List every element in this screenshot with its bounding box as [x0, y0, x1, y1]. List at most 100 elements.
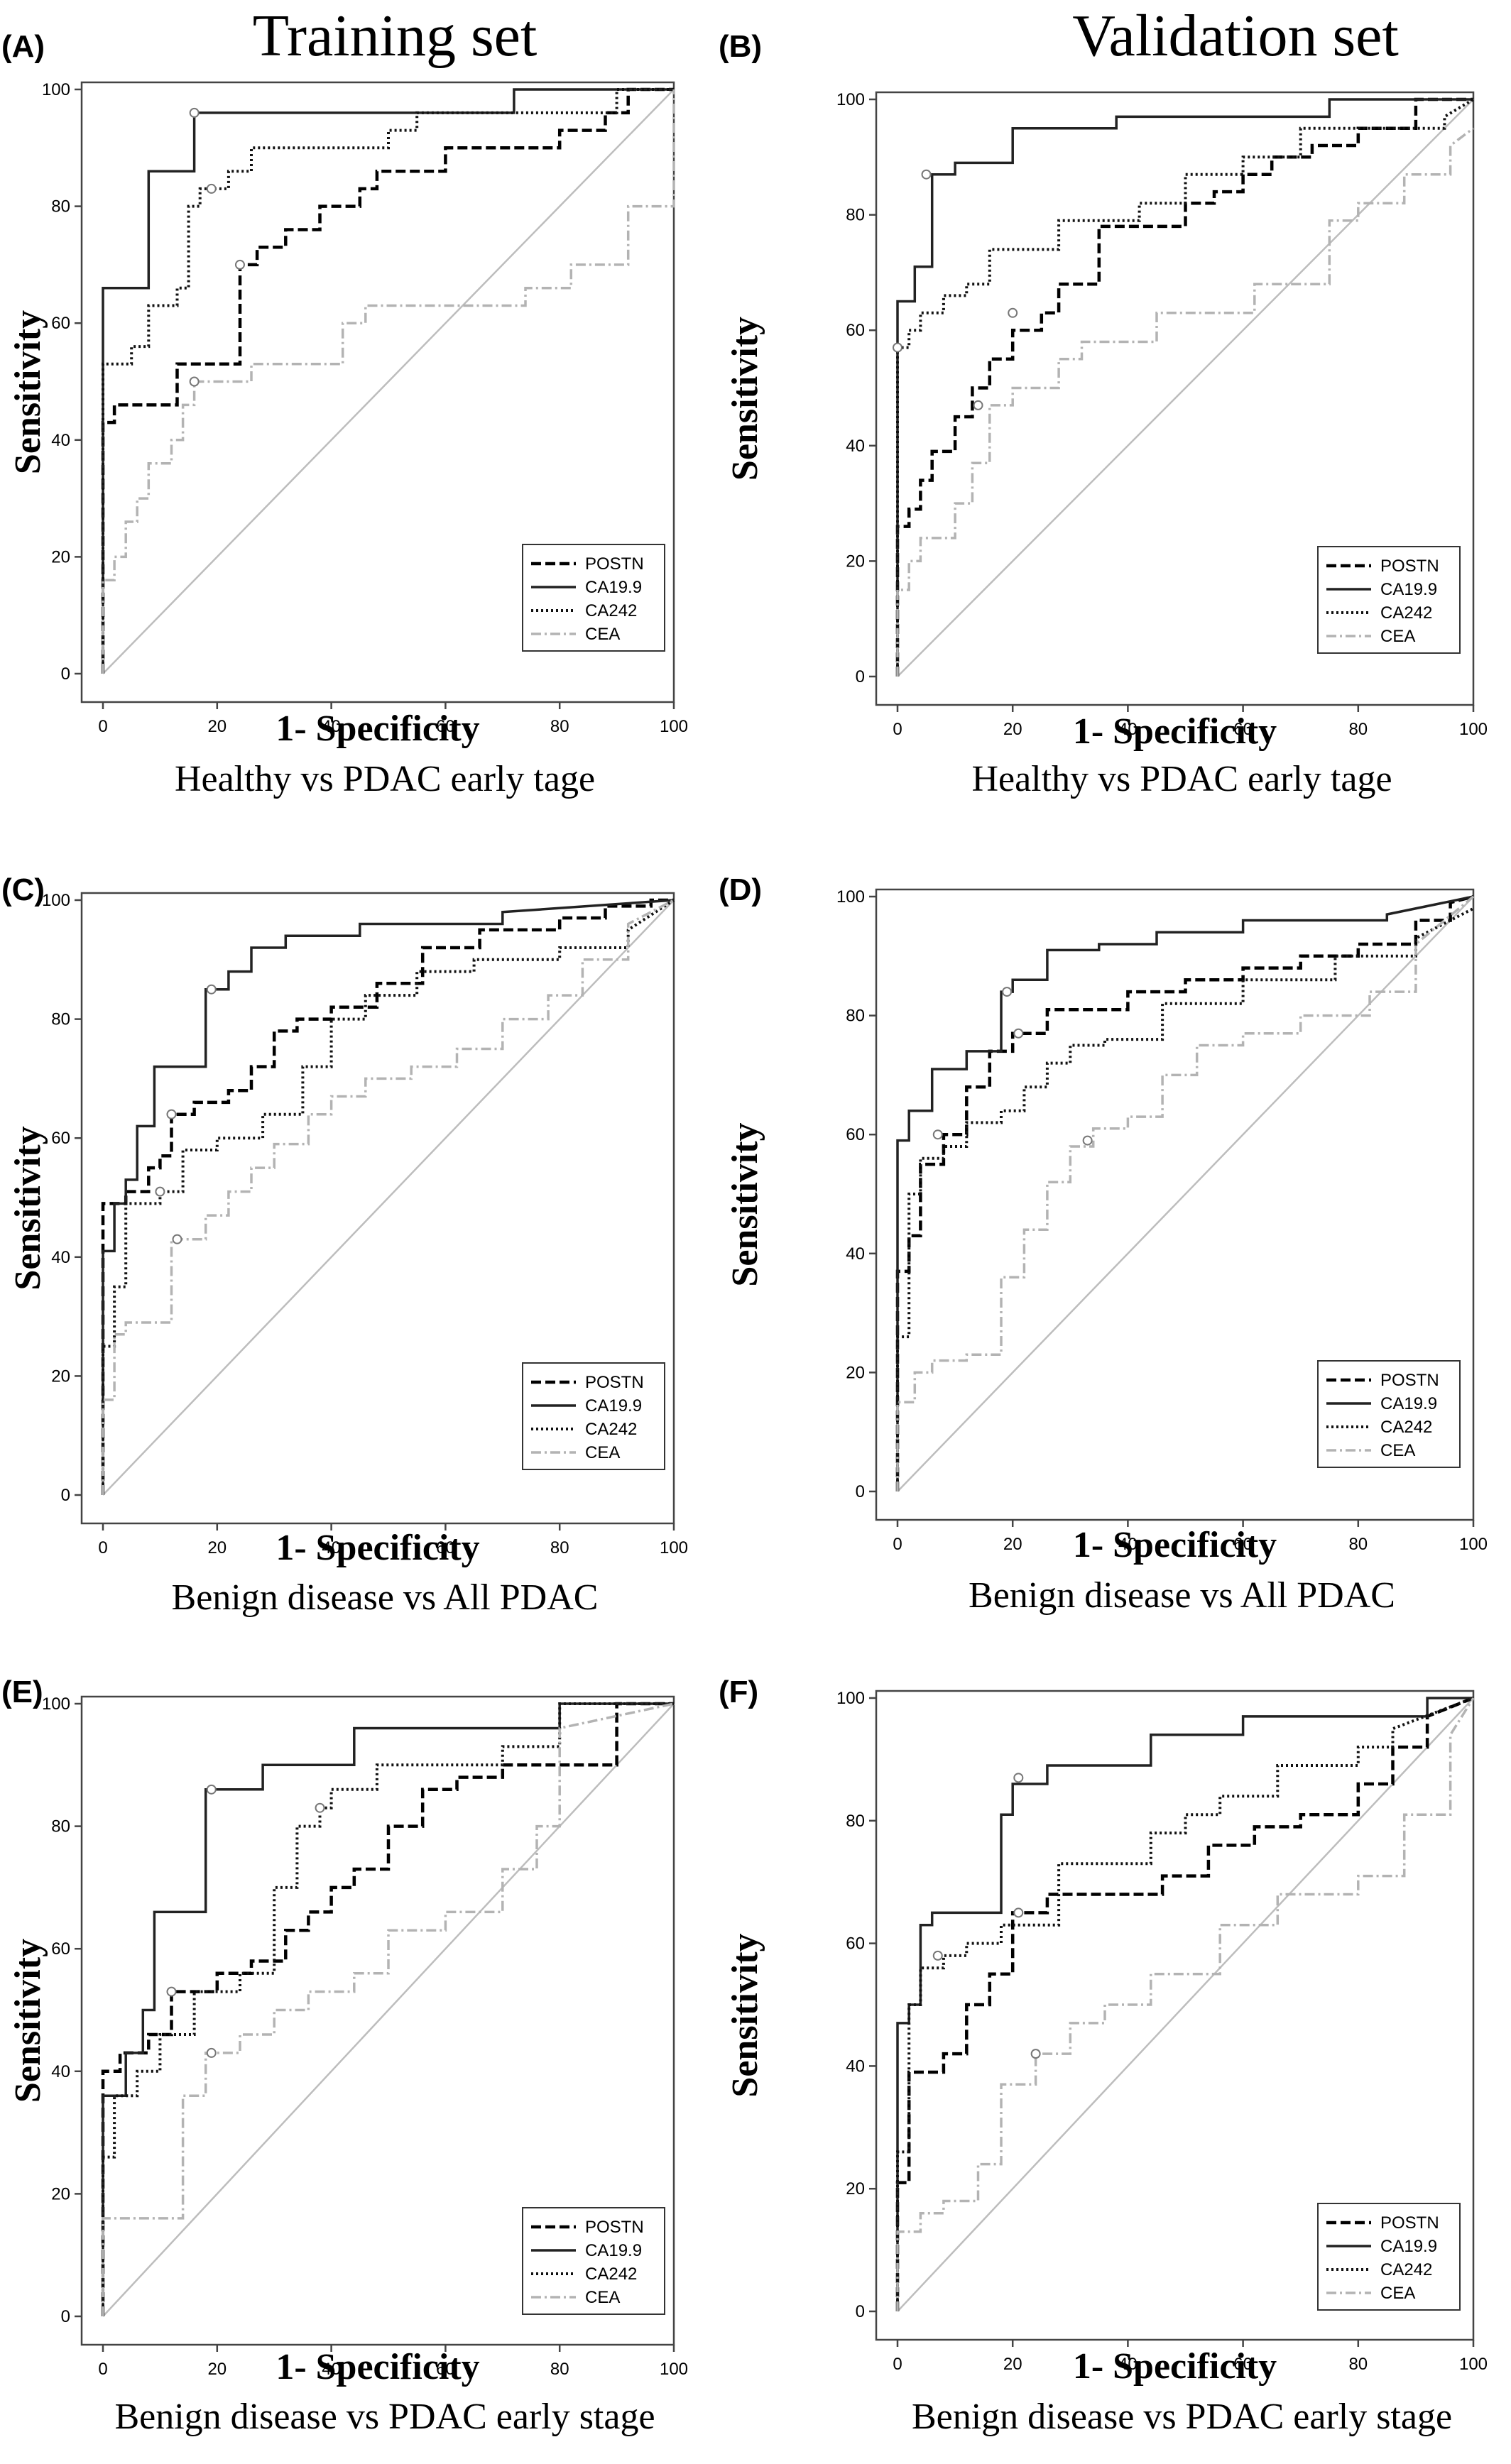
reference-diagonal	[897, 896, 1474, 1492]
plot-frame	[875, 888, 1475, 1521]
series-ca199-line	[102, 1702, 674, 2316]
series-cea-cutoff-point	[189, 376, 200, 387]
series-postn-line	[895, 894, 1474, 1491]
legend-label-cea: CEA	[1380, 1441, 1415, 1460]
x-tick-label: 0	[98, 2360, 107, 2379]
series-ca242-cutoff-point	[893, 342, 902, 353]
column-title-training: Training set	[253, 3, 538, 69]
legend-label-postn: POSTN	[585, 2218, 644, 2237]
series-ca242-line	[102, 899, 675, 1495]
y-tick-label: 40	[51, 1248, 70, 1267]
y-axis-label: Sensitivity	[725, 1122, 765, 1286]
y-tick-label: 40	[846, 437, 865, 456]
legend-label-postn: POSTN	[1380, 2213, 1439, 2233]
x-tick-label: 40	[322, 717, 341, 736]
x-tick-label: 0	[98, 717, 107, 736]
x-tick-label: 100	[1459, 2355, 1488, 2374]
series-cea-cutoff-point	[172, 1234, 182, 1244]
x-tick-label: 60	[436, 717, 455, 736]
x-tick-label: 0	[893, 2355, 902, 2374]
series-postn-cutoff-point	[234, 259, 245, 270]
roc-panel-2: (C) 0 0 20 20 40 40 60 60 80 80 100 100 1- Specificit…	[1, 872, 688, 1618]
series-ca199-line	[896, 1697, 1473, 2311]
y-tick-label: 20	[51, 1367, 70, 1386]
x-tick-label: 100	[660, 1538, 688, 1557]
reference-diagonal	[897, 1697, 1474, 2312]
x-tick-label: 0	[893, 720, 902, 739]
x-tick-label: 100	[660, 717, 688, 736]
series-ca242-cutoff-point	[206, 183, 217, 194]
panel-label: (A)	[1, 29, 45, 64]
y-tick-label: 0	[61, 2307, 70, 2326]
y-tick-label: 100	[42, 80, 70, 99]
y-axis-label: Sensitivity	[8, 1939, 48, 2103]
x-tick-label: 100	[660, 2360, 688, 2379]
series-ca199-cutoff-point	[1002, 987, 1013, 997]
series-cea-line	[896, 127, 1475, 677]
legend-label-ca199: CA19.9	[585, 1396, 642, 1416]
panel-label: (D)	[719, 872, 762, 907]
y-tick-label: 80	[846, 1007, 865, 1026]
series-ca199-line	[896, 895, 1474, 1491]
x-tick-label: 40	[1118, 1535, 1138, 1554]
x-tick-label: 20	[207, 2360, 227, 2379]
series-ca199-cutoff-point	[206, 1784, 217, 1795]
x-tick-label: 20	[1003, 2355, 1022, 2374]
plot-frame	[80, 81, 675, 703]
legend-label-ca242: CA242	[1380, 1418, 1432, 1437]
y-tick-label: 40	[51, 431, 70, 450]
series-postn-cutoff-point	[166, 1986, 177, 1997]
legend-label-cea: CEA	[585, 2288, 620, 2307]
x-tick-label: 20	[207, 1538, 227, 1557]
x-axis-label: 1- Specificity	[1073, 2346, 1277, 2387]
y-tick-label: 60	[51, 1939, 70, 1959]
y-tick-label: 20	[846, 2179, 865, 2199]
series-cea-cutoff-point	[973, 400, 983, 410]
legend: POSTN CA19.9 CA242 CEA	[522, 2207, 665, 2315]
panel-subtitle: Benign disease vs PDAC early stage	[912, 2397, 1452, 2437]
x-tick-label: 60	[436, 1538, 455, 1557]
roc-panel-0: (A) 0 0 20 20 40 40 60 60 80 80 100 100 1- Specificit…	[1, 29, 688, 799]
x-tick-label: 60	[1233, 2355, 1253, 2374]
x-tick-label: 100	[1459, 1535, 1488, 1554]
x-tick-label: 60	[436, 2360, 455, 2379]
series-postn-line	[101, 1702, 674, 2316]
roc-panel-1: (B) 0 0 20 20 40 40 60 60 80 80 100 100 1- Specificit…	[719, 29, 1488, 799]
x-tick-label: 0	[893, 1535, 902, 1554]
legend-label-postn: POSTN	[585, 554, 644, 574]
series-ca199-line	[102, 899, 675, 1495]
plot-frame	[875, 91, 1475, 706]
x-tick-label: 20	[207, 717, 227, 736]
reference-diagonal	[102, 1703, 675, 2317]
y-tick-label: 20	[51, 547, 70, 566]
y-tick-label: 0	[856, 1482, 865, 1501]
x-tick-label: 20	[1003, 720, 1022, 739]
reference-diagonal	[102, 899, 675, 1496]
legend-label-ca242: CA242	[1380, 603, 1432, 623]
roc-panel-3: (D) 0 0 20 20 40 40 60 60 80 80 100 100 1- Specificit…	[719, 872, 1488, 1616]
panel-label: (B)	[719, 29, 762, 64]
series-postn-line	[101, 87, 674, 674]
column-title-validation: Validation set	[1072, 3, 1399, 69]
panel-label: (C)	[1, 872, 45, 907]
chart-panels: (A) 0 0 20 20 40 40 60 60 80 80 100 100 1- Specificit…	[1, 29, 1488, 2437]
series-postn-cutoff-point	[166, 1109, 177, 1119]
y-tick-label: 100	[836, 90, 865, 109]
legend-label-ca199: CA19.9	[1380, 2237, 1437, 2256]
y-tick-label: 0	[61, 664, 70, 684]
y-tick-label: 0	[61, 1486, 70, 1505]
series-cea-cutoff-point	[1030, 2049, 1041, 2059]
x-tick-label: 60	[1233, 720, 1253, 739]
y-tick-label: 80	[51, 1010, 70, 1029]
x-axis-label: 1- Specificity	[276, 708, 479, 749]
plot-frame	[875, 1690, 1475, 2341]
reference-diagonal	[897, 99, 1474, 677]
legend-label-ca242: CA242	[585, 1420, 637, 1439]
x-tick-label: 100	[1459, 720, 1488, 739]
legend-label-postn: POSTN	[1380, 557, 1439, 576]
panel-subtitle: Healthy vs PDAC early tage	[175, 759, 595, 799]
legend-label-ca242: CA242	[585, 601, 637, 620]
x-tick-label: 60	[1233, 1535, 1253, 1554]
y-tick-label: 100	[42, 1694, 70, 1714]
